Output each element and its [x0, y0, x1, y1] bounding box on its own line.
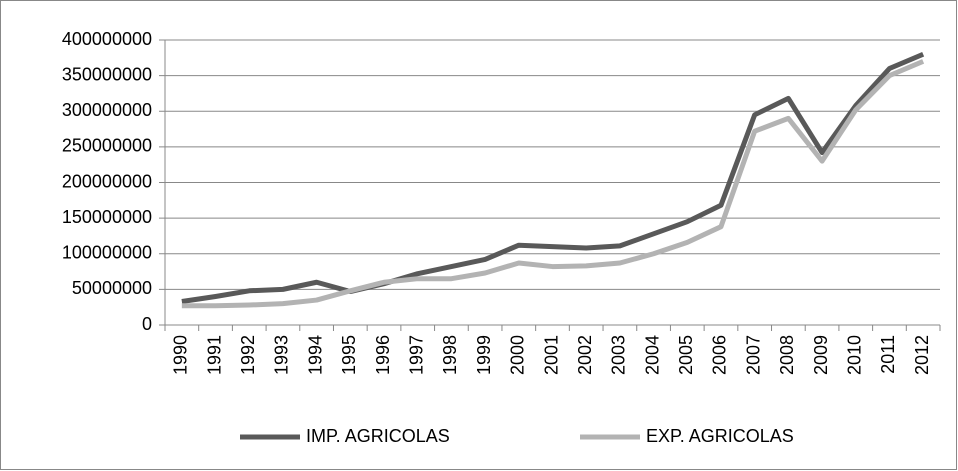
x-tick-label: 1998 — [440, 335, 460, 375]
legend-label: EXP. AGRICOLAS — [646, 426, 794, 446]
x-tick-label: 1994 — [305, 335, 325, 375]
y-tick-label: 350000000 — [62, 64, 152, 84]
data-line — [181, 59, 925, 309]
x-tick-label: 2001 — [541, 335, 561, 375]
x-tick-label: 1992 — [238, 335, 258, 375]
x-tick-label: 2004 — [642, 335, 662, 375]
x-tick-label: 1993 — [272, 335, 292, 375]
x-tick-label: 2003 — [609, 335, 629, 375]
x-tick-label: 2009 — [811, 335, 831, 375]
y-tick-label: 150000000 — [62, 207, 152, 227]
x-tick-label: 2011 — [878, 335, 898, 374]
x-tick-label: 2000 — [508, 335, 528, 375]
y-tick-label: 0 — [142, 314, 152, 334]
x-tick-label: 2007 — [743, 335, 763, 375]
x-tick-label: 1991 — [204, 335, 224, 375]
x-tick-label: 1995 — [339, 335, 359, 375]
x-tick-label: 1999 — [474, 335, 494, 375]
y-tick-label: 400000000 — [62, 29, 152, 49]
y-tick-label: 200000000 — [62, 171, 152, 191]
y-tick-label: 50000000 — [72, 278, 152, 298]
x-tick-label: 2008 — [777, 335, 797, 375]
y-tick-label: 250000000 — [62, 136, 152, 156]
x-tick-label: 1997 — [406, 335, 426, 375]
x-tick-label: 2006 — [710, 335, 730, 375]
x-tick-label: 2010 — [845, 335, 865, 375]
x-tick-label: 1996 — [373, 335, 393, 375]
x-tick-label: 2012 — [912, 335, 932, 375]
data-line — [181, 51, 925, 304]
y-tick-label: 100000000 — [62, 243, 152, 263]
x-tick-label: 2002 — [575, 335, 595, 375]
legend-label: IMP. AGRICOLAS — [306, 426, 450, 446]
x-tick-label: 1990 — [171, 335, 191, 375]
y-tick-label: 300000000 — [62, 100, 152, 120]
x-tick-label: 2005 — [676, 335, 696, 375]
